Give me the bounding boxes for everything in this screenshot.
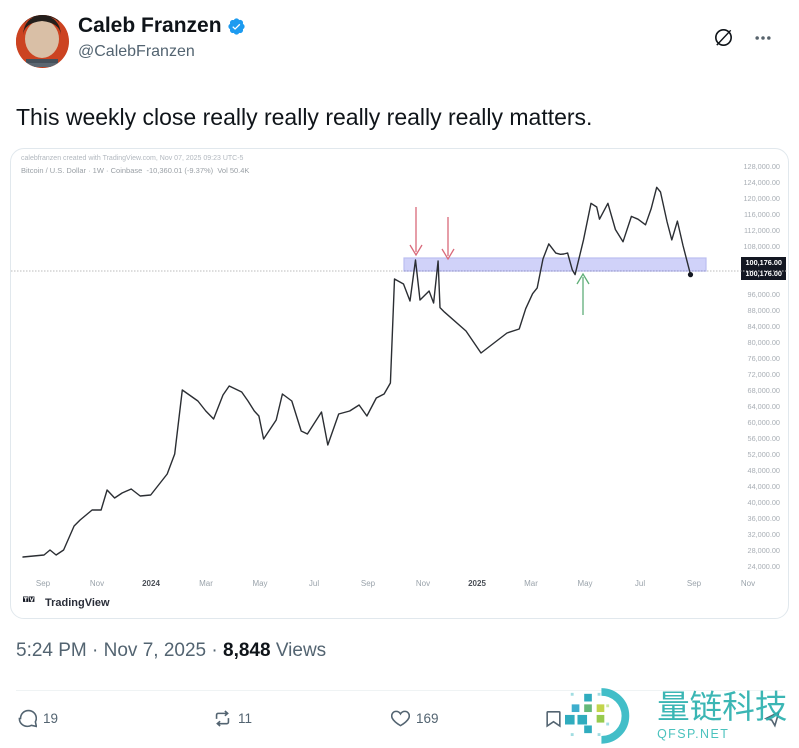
svg-text:量链科技: 量链科技 [657,688,787,725]
svg-text:QFSP.NET: QFSP.NET [657,727,729,741]
